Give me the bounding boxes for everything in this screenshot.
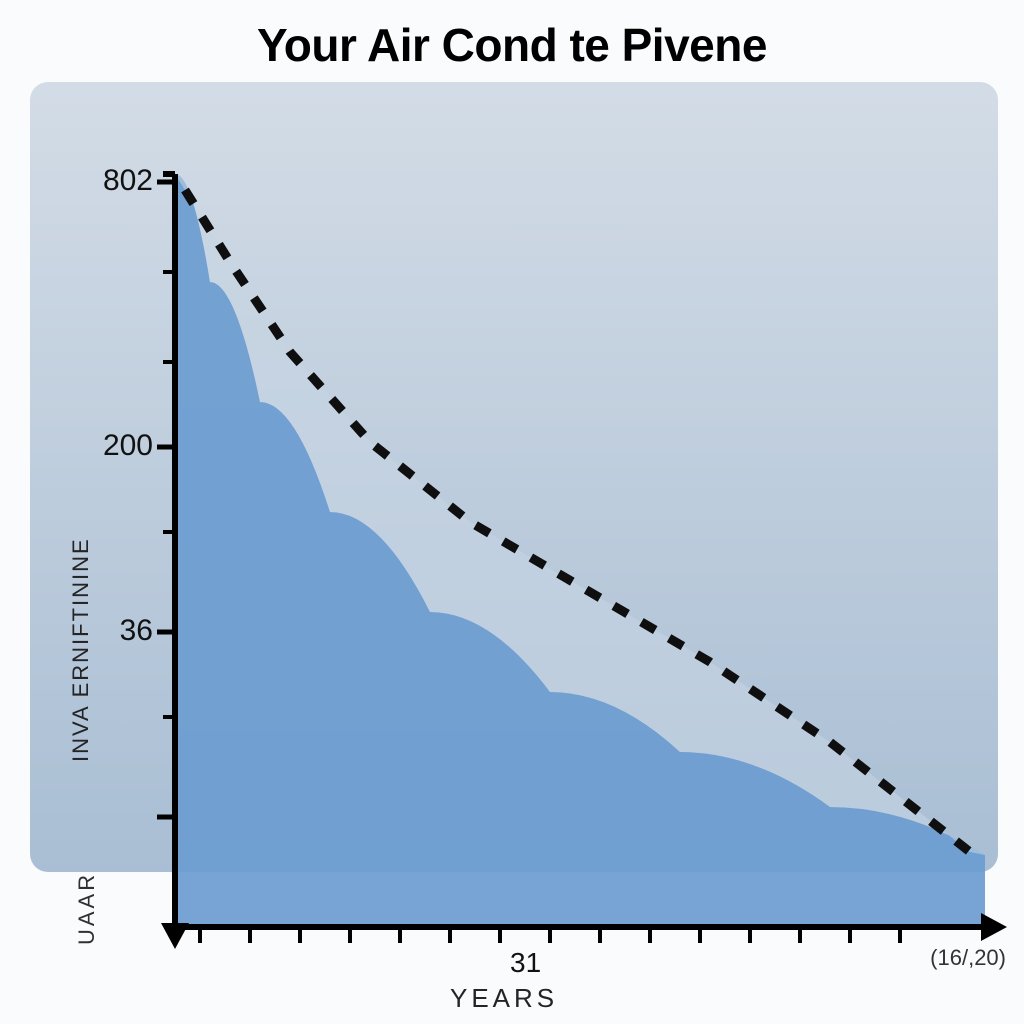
chart-container: Your Air Cond te Pivene 80220036 31 INVA… xyxy=(0,0,1024,1024)
x-axis-title: YEARS xyxy=(450,983,558,1014)
y-axis-title-secondary: UAAR xyxy=(74,872,100,945)
y-axis-title: INVA ERNIFTININE xyxy=(68,537,94,762)
corner-note: (16/,20) xyxy=(930,945,1006,971)
y-tick-label: 36 xyxy=(120,614,153,648)
x-tick-label: 31 xyxy=(510,947,541,979)
chart-svg xyxy=(0,0,1024,1024)
y-tick-label: 200 xyxy=(103,429,153,463)
y-tick-label: 802 xyxy=(103,164,153,198)
